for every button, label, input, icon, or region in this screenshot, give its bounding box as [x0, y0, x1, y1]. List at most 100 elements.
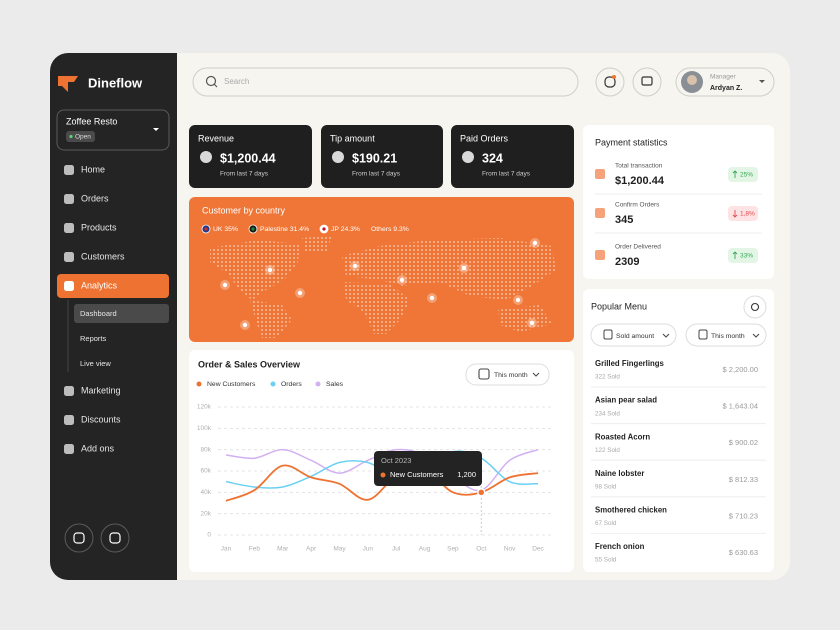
nav-item[interactable]: Customers — [81, 251, 125, 261]
nav-icon — [64, 281, 74, 291]
nav-icon — [64, 165, 74, 175]
icon-button[interactable] — [64, 523, 94, 553]
nav-icon — [64, 444, 74, 454]
flag-mark — [251, 227, 255, 231]
stat-label: Revenue — [198, 133, 234, 143]
map-land — [344, 282, 410, 334]
map-pin — [297, 290, 303, 296]
subnav-item[interactable]: Reports — [80, 334, 107, 343]
subnav-item[interactable]: Dashboard — [80, 309, 117, 318]
icon-glyph — [73, 532, 85, 544]
payment-value: 345 — [615, 214, 633, 226]
map-legend-item: Palestine 31.4% — [260, 226, 309, 233]
nav-item[interactable]: Home — [81, 164, 105, 174]
legend-swatch — [315, 381, 321, 387]
map-pin — [532, 240, 538, 246]
chart-filter-label: This month — [494, 372, 528, 379]
status-dot — [69, 134, 73, 139]
user-menu[interactable] — [675, 67, 775, 97]
menu-title: Popular Menu — [591, 301, 647, 311]
x-tick-label: May — [333, 546, 346, 553]
nav-item[interactable]: Discounts — [81, 414, 121, 424]
map-legend-item: JP 24.3% — [331, 226, 360, 233]
menu-item-sold: 67 Sold — [595, 520, 617, 527]
icon-button[interactable] — [100, 523, 130, 553]
x-tick-label: Mar — [277, 546, 289, 553]
stat-icon — [200, 151, 212, 163]
caret — [662, 333, 670, 338]
search-placeholder: Search — [224, 77, 249, 86]
legend-label: Orders — [281, 381, 302, 388]
subnav-active-bg — [74, 304, 169, 323]
menu-card — [583, 289, 774, 572]
workspace-selector[interactable] — [56, 109, 170, 151]
flag-mark — [204, 227, 208, 231]
calendar-icon — [478, 368, 490, 380]
map-pin — [222, 282, 228, 288]
stat-card — [189, 125, 312, 188]
menu-item-name: Smothered chicken — [595, 505, 667, 514]
trend-arrow — [732, 251, 738, 259]
map-pin — [267, 267, 273, 273]
map-legend-item: UK 35% — [213, 226, 238, 233]
tooltip-series: New Customers — [390, 470, 444, 479]
change-value: 25% — [740, 172, 753, 179]
change-value: 33% — [740, 253, 753, 260]
icon-glyph — [109, 532, 121, 544]
mail-button[interactable] — [632, 67, 662, 97]
tooltip-value: 1,200 — [457, 470, 476, 479]
nav-icon — [64, 194, 74, 204]
trend-arrow — [732, 210, 738, 218]
button-glyph — [604, 76, 616, 88]
search-box[interactable] — [192, 67, 579, 97]
menu-item-sold: 234 Sold — [595, 410, 620, 417]
subnav-item[interactable]: Live view — [80, 359, 111, 368]
x-tick-label: Dec — [532, 546, 544, 553]
chart-filter[interactable] — [465, 363, 550, 386]
map-land — [498, 305, 552, 332]
status-badge — [66, 131, 95, 142]
nav-item[interactable]: Add ons — [81, 443, 115, 453]
menu-filter[interactable] — [685, 323, 767, 347]
nav-item[interactable]: Orders — [81, 193, 109, 203]
menu-filter[interactable] — [590, 323, 677, 347]
nav-icon — [64, 252, 74, 262]
menu-more-button[interactable] — [743, 295, 767, 319]
x-tick-label: Jul — [392, 546, 401, 553]
menu-item-sold: 98 Sold — [595, 483, 617, 490]
caret — [759, 80, 765, 83]
avatar-face — [687, 75, 697, 85]
payment-value: 2309 — [615, 256, 639, 268]
workspace-name: Zoffee Resto — [66, 116, 117, 126]
stat-value: $1,200.44 — [220, 151, 276, 165]
nav-item[interactable]: Marketing — [81, 385, 121, 395]
nav-item[interactable]: Analytics — [81, 280, 118, 290]
map-title: Customer by country — [202, 205, 286, 215]
map-pin — [242, 322, 248, 328]
trend-arrow — [732, 170, 738, 178]
map-pin — [399, 277, 405, 283]
map-land — [342, 238, 556, 300]
nav-item[interactable]: Products — [81, 222, 117, 232]
caret — [752, 333, 760, 338]
menu-item-price: $ 900.02 — [729, 438, 758, 447]
stat-note: From last 7 days — [482, 171, 531, 178]
menu-item-price: $ 630.63 — [729, 548, 758, 557]
x-tick-label: Aug — [419, 546, 431, 553]
menu-item-name: French onion — [595, 542, 645, 551]
search-icon-handle — [213, 83, 218, 88]
stat-label: Paid Orders — [460, 133, 509, 143]
x-tick-label: Nov — [504, 546, 516, 553]
x-tick-label: Apr — [306, 546, 317, 553]
notification-button[interactable] — [595, 67, 625, 97]
stat-icon — [462, 151, 474, 163]
menu-item-sold: 55 Sold — [595, 557, 617, 564]
change-badge — [728, 248, 758, 263]
menu-item-price: $ 2,200.00 — [723, 365, 758, 374]
menu-item-price: $ 812.33 — [729, 475, 758, 484]
search-icon — [205, 75, 217, 87]
map-legend-item: Others 9.3% — [371, 226, 409, 233]
chart-title: Order & Sales Overview — [198, 359, 301, 369]
